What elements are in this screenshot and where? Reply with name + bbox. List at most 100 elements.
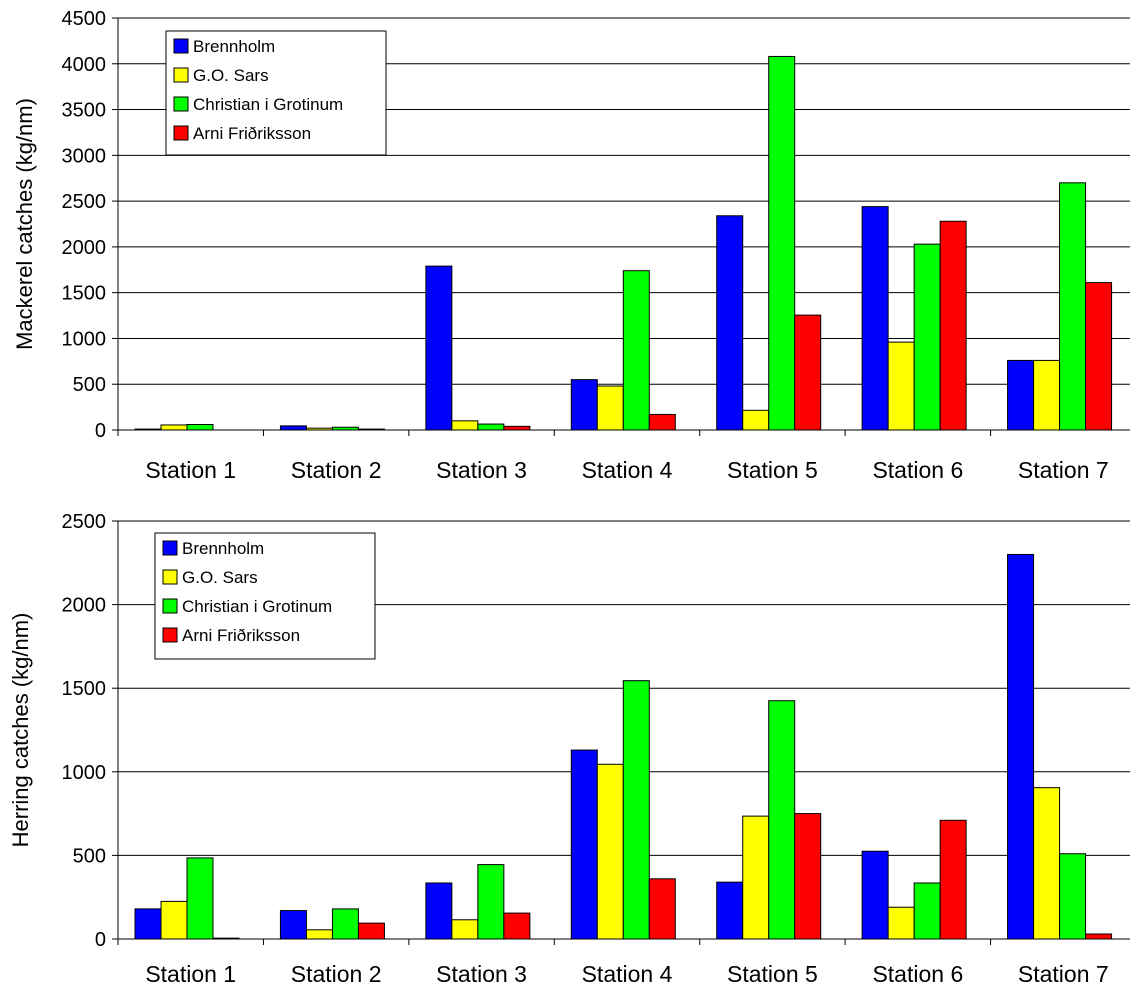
bar-christian-i-grotinum-4	[622, 680, 650, 940]
legend: Brennholm G.O. Sars Christian i Grotinum Ar…	[165, 30, 387, 156]
y-tick-label: 1000	[62, 762, 107, 784]
bar-christian-i-grotinum-1	[186, 424, 214, 431]
bar-g-o-sars-3	[451, 420, 479, 431]
bar-brennholm-5	[716, 215, 744, 431]
legend-swatch	[173, 67, 189, 83]
y-tick-label: 0	[95, 420, 106, 442]
bar-g-o-sars-4	[596, 385, 624, 431]
bar-arni-fri-riksson-3	[503, 912, 531, 940]
bar-brennholm-2	[279, 910, 307, 940]
x-category-label: Station 7	[1018, 961, 1109, 987]
legend-swatch	[162, 540, 178, 556]
x-category-label: Station 4	[582, 457, 673, 483]
bar-christian-i-grotinum-6	[913, 882, 941, 940]
legend-label: G.O. Sars	[193, 66, 269, 85]
x-category-label: Station 6	[872, 961, 963, 987]
bar-g-o-sars-5	[742, 815, 770, 940]
bar-g-o-sars-1	[160, 900, 188, 940]
bar-brennholm-6	[861, 206, 889, 431]
mackerel-chart: 0 500 1000 1500 2000 2500 3000 3500 4000 4500 Stat…	[12, 8, 1130, 483]
bar-g-o-sars-6	[887, 906, 915, 940]
bar-arni-fri-riksson-2	[357, 922, 385, 940]
bar-brennholm-7	[1007, 359, 1035, 431]
legend-label: Christian i Grotinum	[193, 95, 343, 114]
x-category-label: Station 4	[582, 961, 673, 987]
bar-arni-fri-riksson-3	[503, 425, 531, 431]
legend-label: Christian i Grotinum	[182, 597, 332, 616]
bar-arni-fri-riksson-7	[1085, 933, 1113, 940]
y-tick-label: 2500	[62, 511, 107, 533]
bar-g-o-sars-7	[1033, 359, 1061, 431]
x-category-label: Station 1	[145, 457, 236, 483]
bar-g-o-sars-7	[1033, 787, 1061, 940]
bar-christian-i-grotinum-5	[768, 55, 796, 431]
bar-arni-fri-riksson-5	[794, 813, 822, 940]
bar-christian-i-grotinum-3	[477, 423, 505, 431]
y-tick-label: 1000	[62, 328, 107, 350]
bar-christian-i-grotinum-6	[913, 243, 941, 431]
y-axis-title: Herring catches (kg/nm)	[8, 613, 33, 848]
bar-brennholm-2	[279, 425, 307, 431]
bar-g-o-sars-1	[160, 424, 188, 431]
legend-swatch	[162, 569, 178, 585]
legend-swatch	[162, 598, 178, 614]
legend-swatch	[173, 96, 189, 112]
y-axis-title: Mackerel catches (kg/nm)	[12, 98, 37, 350]
y-tick-label: 4000	[62, 54, 107, 76]
x-category-label: Station 2	[291, 457, 382, 483]
bar-christian-i-grotinum-7	[1059, 853, 1087, 940]
bar-brennholm-1	[134, 908, 162, 940]
y-tick-label: 2000	[62, 595, 107, 617]
y-tick-label: 1500	[62, 283, 107, 305]
bar-brennholm-7	[1007, 553, 1035, 940]
bar-arni-fri-riksson-6	[939, 819, 967, 940]
bar-arni-fri-riksson-4	[648, 413, 676, 431]
bar-brennholm-4	[570, 749, 598, 940]
x-category-label: Station 5	[727, 961, 818, 987]
bar-arni-fri-riksson-5	[794, 314, 822, 431]
bar-g-o-sars-2	[305, 929, 333, 940]
legend-label: Brennholm	[182, 539, 264, 558]
y-tick-label: 3000	[62, 145, 107, 167]
legend-swatch	[162, 627, 178, 643]
y-tick-label: 4500	[62, 8, 107, 30]
y-tick-label: 0	[95, 929, 106, 951]
bar-brennholm-3	[425, 265, 453, 431]
bar-g-o-sars-6	[887, 341, 915, 431]
legend-swatch	[173, 125, 189, 141]
x-category-label: Station 1	[145, 961, 236, 987]
bar-brennholm-6	[861, 850, 889, 940]
legend-label: G.O. Sars	[182, 568, 258, 587]
legend-label: Arni Friðriksson	[182, 626, 300, 645]
bar-arni-fri-riksson-7	[1085, 282, 1113, 431]
bar-christian-i-grotinum-7	[1059, 182, 1087, 431]
y-tick-label: 500	[73, 845, 106, 867]
legend: Brennholm G.O. Sars Christian i Grotinum Ar…	[154, 532, 376, 660]
y-tick-label: 2000	[62, 237, 107, 259]
bar-christian-i-grotinum-3	[477, 864, 505, 940]
bar-brennholm-3	[425, 882, 453, 940]
bar-christian-i-grotinum-1	[186, 857, 214, 940]
legend-label: Arni Friðriksson	[193, 124, 311, 143]
legend-swatch	[173, 38, 189, 54]
bar-christian-i-grotinum-5	[768, 700, 796, 940]
bar-g-o-sars-3	[451, 919, 479, 940]
y-tick-label: 3500	[62, 100, 107, 122]
legend-box	[165, 30, 387, 156]
bar-brennholm-4	[570, 379, 598, 431]
x-category-label: Station 2	[291, 961, 382, 987]
bar-christian-i-grotinum-2	[331, 908, 359, 940]
y-tick-label: 500	[73, 374, 106, 396]
x-category-label: Station 5	[727, 457, 818, 483]
bar-g-o-sars-4	[596, 763, 624, 940]
legend-label: Brennholm	[193, 37, 275, 56]
legend-box	[154, 532, 376, 660]
bar-g-o-sars-5	[742, 409, 770, 431]
bar-arni-fri-riksson-4	[648, 878, 676, 940]
y-tick-label: 1500	[62, 678, 107, 700]
x-category-label: Station 7	[1018, 457, 1109, 483]
x-category-label: Station 3	[436, 457, 527, 483]
bar-brennholm-5	[716, 881, 744, 940]
